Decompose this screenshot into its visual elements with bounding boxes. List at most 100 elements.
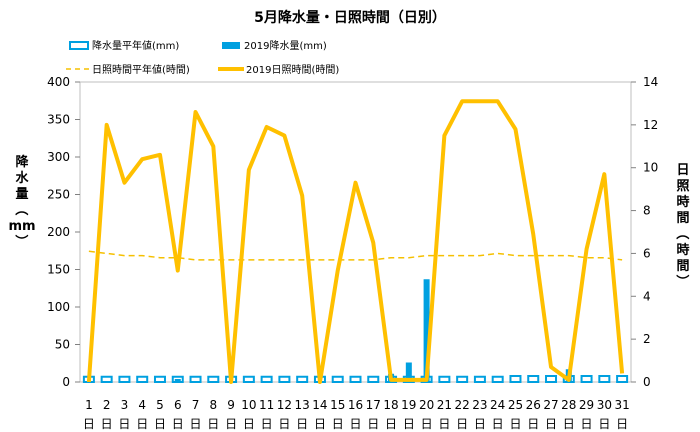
x-tick-label: 15	[330, 398, 345, 412]
left-tick-label: 350	[47, 113, 70, 127]
left-tick-label: 0	[62, 375, 70, 389]
x-tick-suffix: 日	[154, 417, 166, 431]
right-tick-label: 10	[643, 161, 658, 175]
x-tick-suffix: 日	[474, 417, 486, 431]
right-tick-label: 6	[643, 246, 651, 260]
x-tick-suffix: 日	[118, 417, 130, 431]
x-tick-suffix: 日	[261, 417, 273, 431]
normal-rain-bar	[242, 375, 255, 383]
x-tick-label: 14	[312, 398, 327, 412]
x-tick-label: 10	[241, 398, 256, 412]
normal-rain-bar	[136, 375, 149, 383]
normal-rain-bar	[296, 375, 309, 383]
right-tick-label: 2	[643, 332, 651, 346]
normal-rain-bar	[349, 375, 362, 383]
x-tick-label: 21	[437, 398, 452, 412]
x-tick-label: 17	[366, 398, 381, 412]
normal-rain-bar	[118, 375, 131, 383]
left-tick-label: 250	[47, 188, 70, 202]
sunshine-lines	[86, 99, 625, 384]
normal-rain-bar	[527, 375, 540, 383]
axis-label-char: 照	[676, 179, 689, 194]
x-tick-label: 19	[401, 398, 416, 412]
x-tick-label: 23	[472, 398, 487, 412]
normal-rain-bar	[331, 375, 344, 383]
x-tick-suffix: 日	[83, 417, 95, 431]
normal-rain-bar	[456, 375, 469, 383]
rain-bar	[405, 362, 412, 382]
left-axis-label: 降水量（ mm）	[8, 154, 35, 248]
right-axis: 0 2 4 6 8 10 12 14	[631, 75, 658, 389]
normal-rain-bar	[207, 375, 220, 383]
x-tick-label: 3	[121, 398, 129, 412]
normal-rain-bar	[580, 375, 593, 383]
normal-rain-bar	[509, 375, 522, 383]
x-tick-suffix: 日	[545, 417, 557, 431]
x-tick-label: 24	[490, 398, 505, 412]
axis-label-char: mm	[8, 219, 35, 234]
x-tick-suffix: 日	[101, 417, 113, 431]
normal-rain-bar	[278, 375, 291, 383]
x-tick-label: 30	[597, 398, 612, 412]
right-tick-label: 14	[643, 75, 658, 89]
x-tick-label: 20	[419, 398, 434, 412]
x-tick-label: 29	[579, 398, 594, 412]
right-tick-label: 0	[643, 375, 651, 389]
x-tick-suffix: 日	[598, 417, 610, 431]
normal-rain-bar	[598, 375, 611, 383]
right-tick-label: 8	[643, 204, 651, 218]
x-tick-suffix: 日	[314, 417, 326, 431]
x-tick-suffix: 日	[207, 417, 219, 431]
normal-rain-bar	[189, 375, 202, 383]
x-tick-suffix: 日	[190, 417, 202, 431]
axis-label-char: 日	[676, 163, 689, 178]
x-tick-suffix: 日	[456, 417, 468, 431]
x-tick-suffix: 日	[616, 417, 628, 431]
normal-rain-bar	[491, 375, 504, 383]
x-tick-label: 12	[277, 398, 292, 412]
x-tick-suffix: 日	[349, 417, 361, 431]
x-tick-label: 28	[561, 398, 576, 412]
x-tick-suffix: 日	[367, 417, 379, 431]
left-tick-label: 150	[47, 263, 70, 277]
x-tick-label: 2	[103, 398, 111, 412]
legend-label-rain: 2019降水量(mm)	[244, 39, 327, 52]
left-tick-label: 200	[47, 225, 70, 239]
legend-label-normal-rain: 降水量平年値(mm)	[92, 39, 179, 52]
normal-rain-bar	[260, 375, 273, 383]
axis-label-char: 降	[15, 154, 29, 170]
normal-rain-bars	[82, 375, 629, 383]
x-tick-suffix: 日	[332, 417, 344, 431]
normal-rain-bar	[100, 375, 113, 383]
axis-label-char: 間	[676, 259, 689, 274]
x-tick-label: 27	[543, 398, 558, 412]
right-tick-label: 4	[643, 289, 651, 303]
x-tick-suffix: 日	[581, 417, 593, 431]
normal-rain-bar	[545, 375, 558, 383]
x-tick-label: 8	[209, 398, 217, 412]
axis-label-char: 間	[676, 211, 689, 226]
normal-rain-bar	[153, 375, 166, 383]
x-tick-suffix: 日	[403, 417, 415, 431]
x-tick-suffix: 日	[438, 417, 450, 431]
x-tick-label: 25	[508, 398, 523, 412]
right-axis-label: 日照時間（時間）	[674, 163, 690, 288]
x-tick-label: 18	[383, 398, 398, 412]
x-tick-suffix: 日	[296, 417, 308, 431]
legend-swatch-rain	[222, 42, 240, 49]
x-tick-label: 16	[348, 398, 363, 412]
x-tick-label: 22	[455, 398, 470, 412]
x-axis: 1日2日3日4日5日6日7日8日9日10日11日12日13日14日15日16日1…	[83, 398, 630, 431]
left-tick-label: 50	[55, 338, 70, 352]
x-tick-suffix: 日	[243, 417, 255, 431]
x-tick-suffix: 日	[136, 417, 148, 431]
chart-title: 5月降水量・日照時間（日別）	[254, 9, 446, 26]
x-tick-suffix: 日	[421, 417, 433, 431]
right-tick-label: 12	[643, 118, 658, 132]
axis-label-char: ）	[674, 274, 690, 287]
axis-label-char: ）	[13, 234, 29, 247]
left-tick-label: 300	[47, 150, 70, 164]
x-tick-suffix: 日	[278, 417, 290, 431]
sunshine-line	[86, 99, 625, 384]
x-tick-suffix: 日	[385, 417, 397, 431]
